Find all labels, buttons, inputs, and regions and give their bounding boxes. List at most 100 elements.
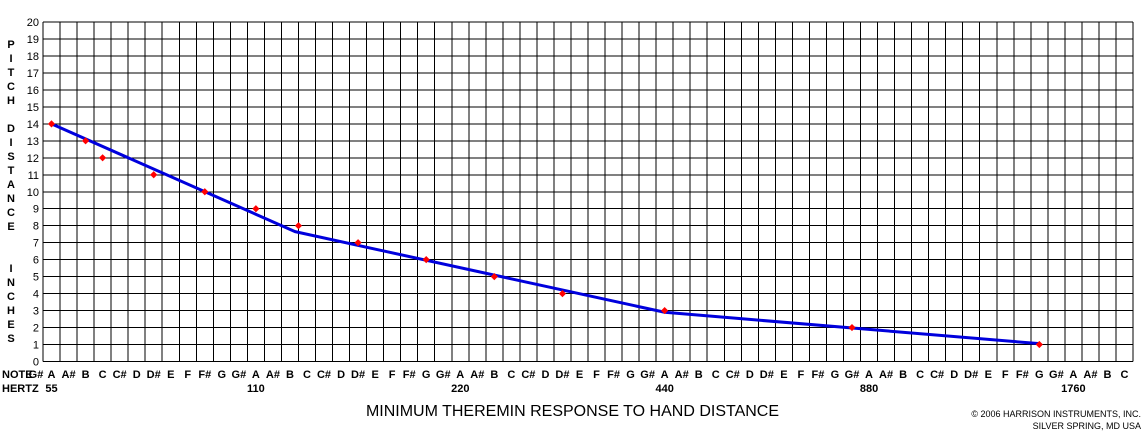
note-label: A# bbox=[266, 369, 280, 381]
note-label: G# bbox=[845, 369, 860, 381]
data-point bbox=[490, 273, 498, 281]
note-label: C# bbox=[726, 369, 740, 381]
note-label: G bbox=[1035, 369, 1044, 381]
note-label: F bbox=[1002, 369, 1009, 381]
note-label: G bbox=[831, 369, 840, 381]
note-label: B bbox=[286, 369, 294, 381]
data-point bbox=[252, 205, 260, 213]
note-label: A# bbox=[675, 369, 689, 381]
note-label: B bbox=[695, 369, 703, 381]
y-tick-label: 2 bbox=[33, 323, 39, 335]
hertz-label: 1760 bbox=[1061, 383, 1085, 395]
y-tick-label: 7 bbox=[33, 238, 39, 250]
note-label: E bbox=[985, 369, 992, 381]
note-label: C bbox=[1121, 369, 1129, 381]
y-tick-label: 15 bbox=[27, 102, 39, 114]
chart-series bbox=[47, 120, 1043, 349]
note-label: G bbox=[626, 369, 635, 381]
copyright-text: © 2006 HARRISON INSTRUMENTS, INC. SILVER… bbox=[971, 408, 1141, 432]
note-label: C bbox=[507, 369, 515, 381]
note-label: D# bbox=[555, 369, 569, 381]
data-point bbox=[99, 154, 107, 162]
y-axis-label-letter: T bbox=[7, 165, 15, 177]
data-point bbox=[201, 188, 209, 196]
hertz-label: 440 bbox=[655, 383, 673, 395]
y-axis-label-letter: S bbox=[7, 151, 15, 163]
note-label: F# bbox=[1016, 369, 1029, 381]
y-tick-label: 11 bbox=[28, 170, 39, 182]
note-label: G# bbox=[232, 369, 247, 381]
note-label: B bbox=[1103, 369, 1111, 381]
note-label: A# bbox=[470, 369, 484, 381]
note-label: D bbox=[950, 369, 958, 381]
note-label: D bbox=[746, 369, 754, 381]
note-label: D bbox=[541, 369, 549, 381]
note-label: G bbox=[422, 369, 431, 381]
note-label: A# bbox=[1083, 369, 1097, 381]
data-point bbox=[354, 239, 362, 247]
data-point bbox=[661, 306, 669, 315]
note-label: D# bbox=[351, 369, 365, 381]
note-label: A bbox=[865, 369, 873, 381]
y-axis-label-letter: C bbox=[7, 81, 15, 93]
note-label: F# bbox=[403, 369, 416, 381]
note-label: G# bbox=[640, 369, 655, 381]
note-label: G# bbox=[1049, 369, 1064, 381]
note-label: A# bbox=[62, 369, 76, 381]
note-label: G bbox=[218, 369, 227, 381]
note-label: C bbox=[303, 369, 311, 381]
note-label: F# bbox=[607, 369, 620, 381]
y-tick-label: 12 bbox=[27, 153, 39, 165]
note-label: A# bbox=[879, 369, 893, 381]
y-axis-label-letter: I bbox=[9, 137, 13, 149]
note-label: D bbox=[133, 369, 141, 381]
note-label: A bbox=[1069, 369, 1077, 381]
y-axis-label-letter: H bbox=[7, 305, 15, 317]
y-tick-label: 19 bbox=[27, 34, 39, 46]
y-tick-label: 5 bbox=[33, 272, 39, 284]
data-point bbox=[150, 171, 158, 179]
note-label: D# bbox=[147, 369, 161, 381]
copyright-line-2: SILVER SPRING, MD USA bbox=[1032, 421, 1141, 431]
note-row-label: NOTE bbox=[2, 369, 33, 381]
note-label: D bbox=[337, 369, 345, 381]
data-point bbox=[558, 290, 567, 298]
y-axis-label-letter: T bbox=[7, 67, 15, 79]
note-label: F bbox=[184, 369, 191, 381]
chart-grid bbox=[42, 21, 1134, 362]
note-label: C# bbox=[113, 369, 127, 381]
y-tick-label: 9 bbox=[33, 204, 39, 216]
y-tick-label: 4 bbox=[33, 289, 39, 301]
data-point bbox=[294, 222, 303, 230]
note-label: A bbox=[661, 369, 669, 381]
note-label: G# bbox=[29, 369, 44, 381]
y-axis-label-letter: C bbox=[7, 291, 15, 303]
note-label: F# bbox=[812, 369, 825, 381]
note-label: E bbox=[576, 369, 583, 381]
hertz-label: 220 bbox=[451, 383, 469, 395]
note-label: B bbox=[899, 369, 907, 381]
note-label: B bbox=[82, 369, 90, 381]
y-tick-label: 16 bbox=[27, 85, 39, 97]
note-label: E bbox=[371, 369, 378, 381]
note-label: F bbox=[798, 369, 805, 381]
note-label: B bbox=[490, 369, 498, 381]
y-tick-label: 6 bbox=[33, 255, 39, 267]
chart-title: MINIMUM THEREMIN RESPONSE TO HAND DISTAN… bbox=[365, 403, 780, 420]
y-axis-label-letter: E bbox=[7, 221, 15, 233]
y-tick-label: 13 bbox=[27, 136, 39, 148]
y-axis-label-letter: E bbox=[7, 319, 15, 331]
y-tick-label: 20 bbox=[27, 17, 39, 29]
copyright-line-1: © 2006 HARRISON INSTRUMENTS, INC. bbox=[971, 409, 1141, 419]
hertz-label: 110 bbox=[247, 383, 265, 395]
y-axis-label-letter: P bbox=[7, 39, 15, 51]
y-axis-label-letter: I bbox=[9, 53, 13, 65]
x-axis-hertz-labels: 55 110 220 440 880 1760 bbox=[45, 383, 1085, 395]
hertz-label: 55 bbox=[45, 383, 57, 395]
note-label: C# bbox=[521, 369, 535, 381]
